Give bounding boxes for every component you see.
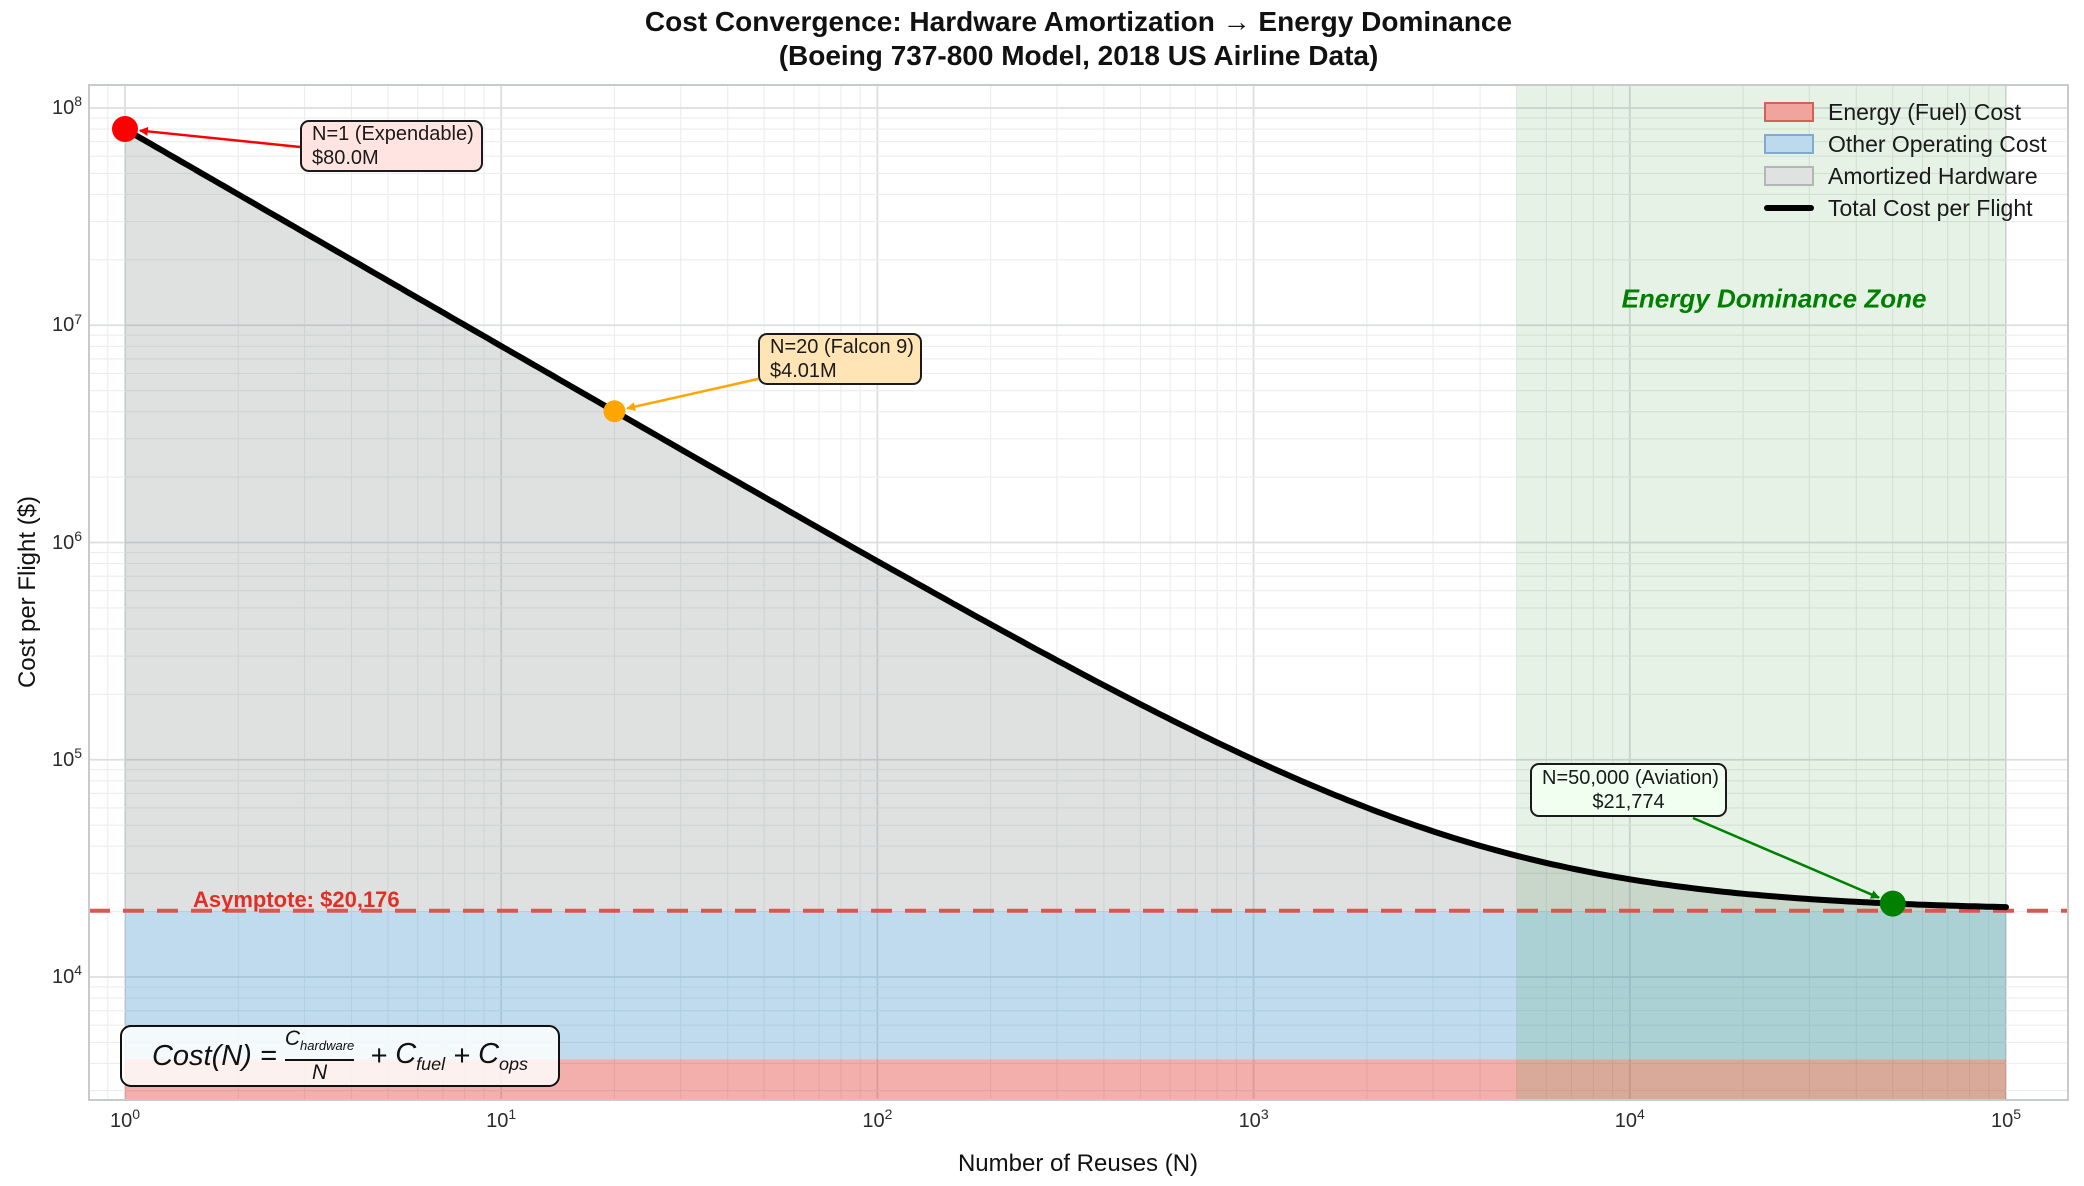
annotation-connector [1692,816,1880,899]
y-tick-label: 108 [51,93,82,119]
annotation-box: N=20 (Falcon 9) $4.01M [758,333,922,385]
plot-spines [88,84,2069,1101]
formula-plus2: + [453,1039,471,1072]
legend-patch-swatch [1764,166,1814,186]
legend-label: Amortized Hardware [1828,162,2038,189]
data-point-dot [1879,890,1906,917]
formula-box: Cost(N) = Chardware N + Cfuel + Cops [120,1025,560,1087]
annotation-connector [626,377,759,412]
annotation-value: $4.01M [770,360,837,382]
annotation-box: N=1 (Expendable) $80.0M [300,120,483,172]
chart-title-line2: (Boeing 737-800 Model, 2018 US Airline D… [778,40,1379,71]
annotation-box: N=50,000 (Aviation) $21,774 [1530,763,1727,817]
formula-plus1: + [370,1039,388,1072]
annotation-value: $21,774 [1592,791,1665,813]
plot-background [89,85,2068,1100]
legend-label: Other Operating Cost [1828,130,2047,157]
annotation-title: N=1 (Expendable) [312,123,474,145]
amortized-hardware-band [125,129,2006,911]
y-tick-label: 106 [51,527,82,554]
y-tick-label: 105 [51,745,82,771]
legend: Energy (Fuel) Cost Other Operating Cost Am… [1764,96,2047,224]
annotation-title: N=20 (Falcon 9) [770,336,914,358]
annotation-connector [138,126,301,149]
formula-lhs: Cost(N) = [151,1039,277,1072]
formula-term2: C [395,1037,417,1070]
y-axis-label: Cost per Flight ($) [14,495,41,689]
formula-denominator: N [311,1060,328,1084]
chart-title: Cost Convergence: Hardware Amortization … [89,5,2068,73]
formula-term3: C [478,1037,500,1070]
annotation-title: N=50,000 (Aviation) [1542,767,1719,789]
legend-label: Total Cost per Flight [1828,194,2033,221]
legend-patch-swatch [1764,134,1814,154]
x-tick-label: 100 [109,1106,141,1132]
legend-patch-swatch [1764,102,1814,122]
legend-item: Amortized Hardware [1764,160,2047,192]
x-tick-label: 101 [486,1106,517,1132]
formula-fraction: Chardware N [284,1027,355,1084]
total-cost-curve [122,126,2009,911]
legend-label: Energy (Fuel) Cost [1828,98,2022,125]
asymptote-label: Asymptote: $20,176 [193,887,400,912]
legend-item: Total Cost per Flight [1764,192,2047,224]
x-axis-label: Number of Reuses (N) [957,1150,1199,1177]
energy-dominance-zone [1516,85,2006,1100]
gridlines [89,85,2068,1100]
x-tick-label: 102 [862,1106,893,1132]
formula-numerator: C [284,1027,301,1051]
x-tick-label: 105 [1990,1106,2022,1132]
y-tick-label: 104 [51,962,82,988]
annotation-value: $80.0M [312,147,379,169]
legend-item: Other Operating Cost [1764,128,2047,160]
formula-term2-sub: fuel [416,1053,446,1074]
y-tick-label: 107 [51,310,82,337]
formula-fraction-bar [284,1058,355,1061]
energy-dominance-zone-label: Energy Dominance Zone [1621,283,1927,314]
data-point-dot [112,116,138,143]
x-tick-label: 104 [1614,1106,1645,1132]
x-tick-label: 103 [1238,1106,1269,1132]
legend-line-swatch [1764,205,1814,211]
data-point-dot [603,400,626,423]
legend-item: Energy (Fuel) Cost [1764,96,2047,128]
chart-title-line1: Cost Convergence: Hardware Amortization … [644,6,1513,37]
formula-term3-sub: ops [499,1053,529,1074]
formula-numerator-sub: hardware [300,1038,355,1054]
